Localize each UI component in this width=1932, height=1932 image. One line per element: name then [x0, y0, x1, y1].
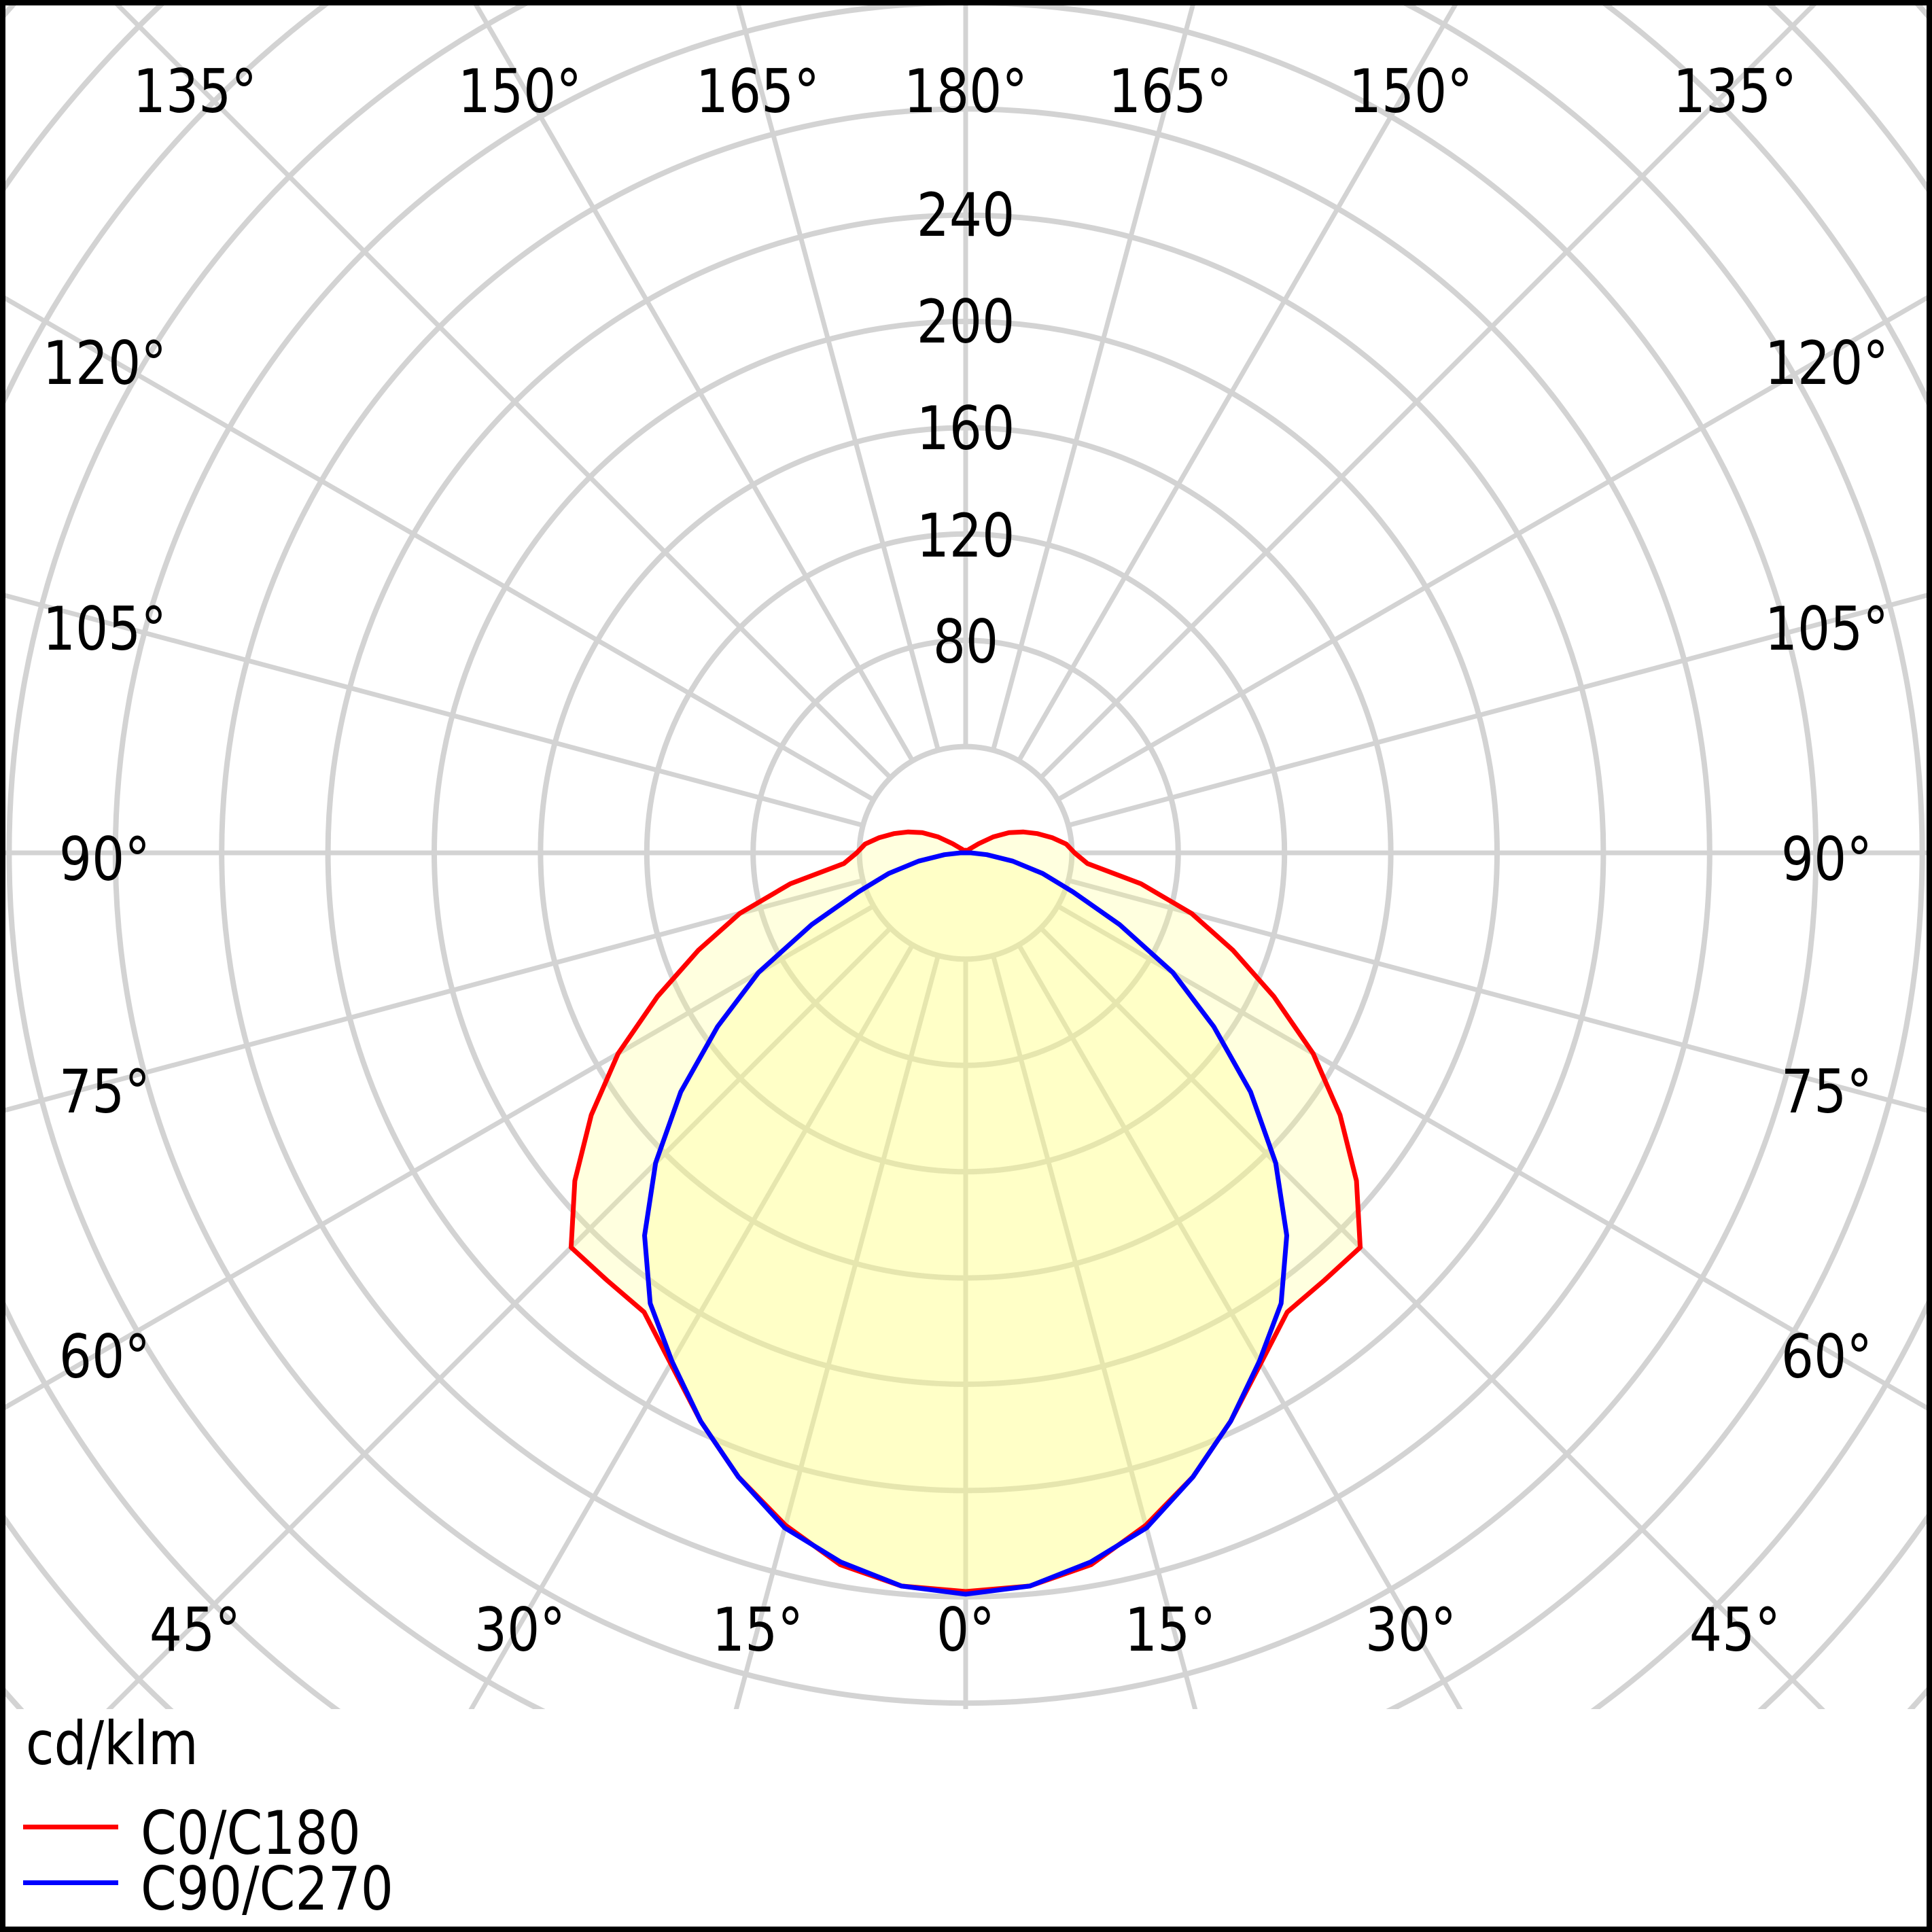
angle-label-top-150-right: 150°	[1348, 56, 1473, 126]
radial-label-200: 200	[916, 287, 1015, 357]
angle-label-right-60: 60°	[1780, 1322, 1873, 1392]
curve-fill-c90-c270	[644, 853, 1287, 1594]
legend-label-c90-c270: C90/C270	[141, 1854, 393, 1924]
grid-ring	[113, 5, 1819, 1706]
angle-label-bottom-15-left: 15°	[712, 1595, 804, 1665]
angle-label-bottom-30-right: 30°	[1365, 1595, 1457, 1665]
grid-spoke	[468, 943, 915, 1709]
angle-label-bottom-45-left: 45°	[149, 1595, 241, 1665]
angle-label-right-120: 120°	[1764, 328, 1889, 398]
grid-spoke	[1017, 943, 1463, 1709]
angle-label-bottom-30-left: 30°	[474, 1595, 566, 1665]
grid-ring	[219, 106, 1713, 1600]
grid-ring	[6, 5, 1925, 1709]
grid-spoke	[991, 5, 1195, 751]
angle-label-right-90: 90°	[1780, 824, 1873, 894]
angle-label-left-120: 120°	[42, 328, 167, 398]
grid-spoke	[5, 904, 875, 1410]
grid-spoke	[1039, 5, 1816, 779]
angle-label-bottom-15-right: 15°	[1124, 1595, 1216, 1665]
angle-label-top-135-left: 135°	[133, 56, 258, 126]
radial-label-120: 120	[916, 501, 1015, 571]
angle-label-right-105: 105°	[1764, 594, 1889, 664]
grid-spoke	[106, 926, 892, 1709]
grid-spoke	[1068, 593, 1927, 828]
intensity-curves	[568, 829, 1363, 1597]
grid-spoke	[1068, 878, 1927, 1113]
grid-spoke	[991, 955, 1198, 1709]
grid-ring	[432, 319, 1500, 1387]
angle-label-left-105: 105°	[42, 594, 167, 664]
angle-label-bottom-45-right: 45°	[1689, 1595, 1781, 1665]
grid-ring	[644, 531, 1288, 1175]
angle-label-right-75: 75°	[1780, 1057, 1873, 1127]
grid-ring	[750, 637, 1181, 1068]
grid-spoke	[1017, 5, 1458, 762]
grid-spoke	[5, 593, 864, 828]
angle-label-left-90: 90°	[58, 824, 151, 894]
curve-line-c0-c180	[568, 829, 1363, 1594]
angle-label-left-75: 75°	[58, 1057, 151, 1127]
grid-spoke	[1039, 926, 1825, 1709]
radial-label-80: 80	[932, 607, 999, 677]
angle-label-top-165-right: 165°	[1108, 56, 1233, 126]
radial-label-160: 160	[916, 393, 1015, 463]
grid-spoke	[474, 5, 915, 762]
grid-spoke	[1056, 295, 1927, 802]
angle-label-top-165-left: 165°	[695, 56, 820, 126]
grid-spoke	[5, 878, 864, 1113]
blue-line-swatch-icon	[23, 1880, 118, 1885]
grid-spoke	[733, 955, 941, 1709]
grid-ring	[325, 212, 1606, 1494]
grid-ring	[538, 425, 1394, 1281]
angle-label-top-135-right: 135°	[1672, 56, 1797, 126]
grid-spoke	[736, 5, 941, 751]
angle-label-top-150-left: 150°	[457, 56, 582, 126]
grid-spoke	[5, 296, 875, 802]
curve-fill-c0-c180	[571, 832, 1360, 1592]
unit-label: cd/klm	[26, 1708, 198, 1778]
grid-spoke	[1056, 904, 1927, 1411]
angle-label-bottom-0: 0°	[936, 1595, 995, 1665]
curve-line-c90-c270	[642, 850, 1289, 1597]
angle-label-top-180: 180°	[903, 56, 1028, 126]
red-line-swatch-icon	[23, 1825, 118, 1829]
legend-label-c0-c180: C0/C180	[141, 1798, 361, 1868]
radial-label-240: 240	[916, 180, 1015, 250]
grid-spoke	[115, 5, 892, 779]
angle-label-left-60: 60°	[58, 1322, 151, 1392]
